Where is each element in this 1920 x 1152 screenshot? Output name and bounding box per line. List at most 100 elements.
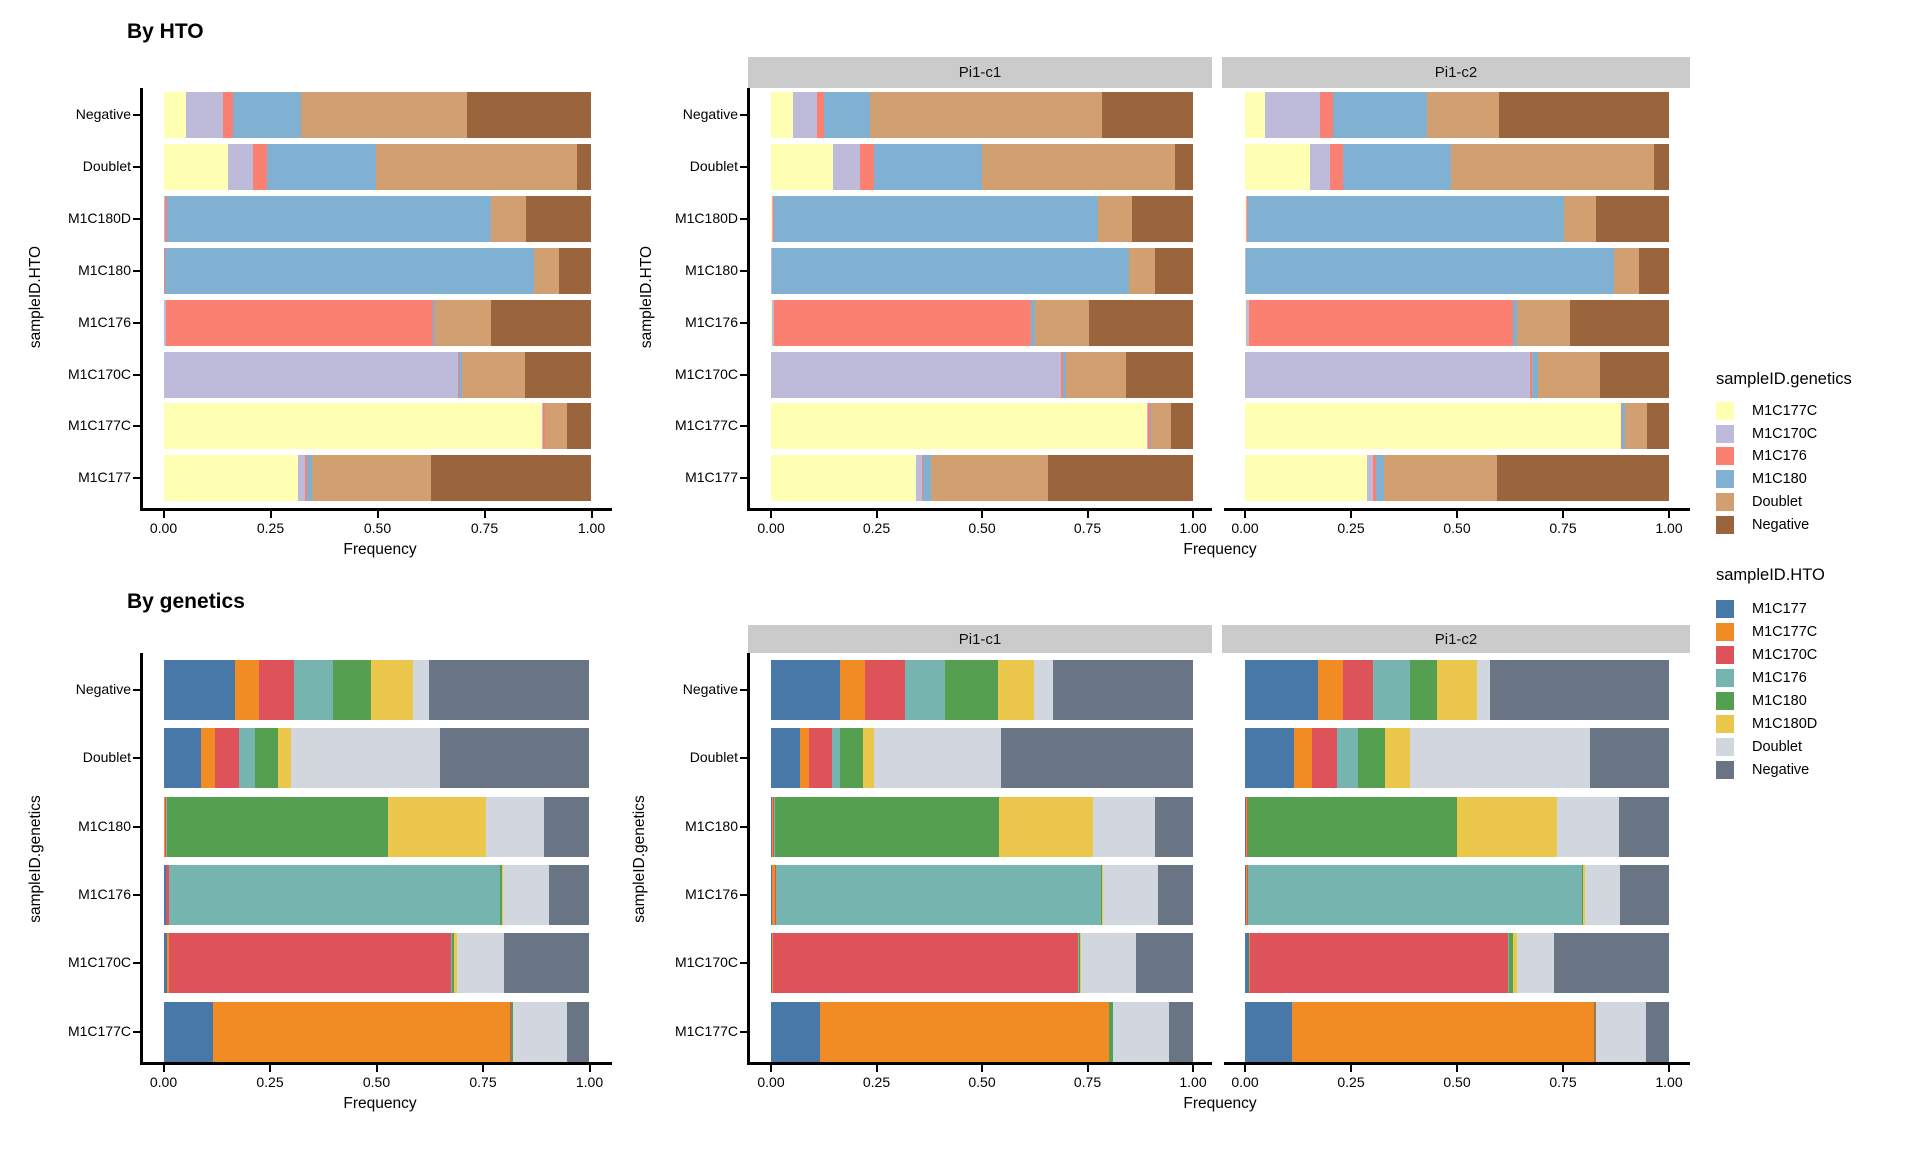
x-tick <box>875 1065 878 1072</box>
legend-swatch-m1c170c <box>1716 646 1734 664</box>
y-tick-label: Negative <box>75 106 131 122</box>
bar-segment-m1c176 <box>542 403 545 450</box>
bar-segment-m1c177c <box>799 728 810 789</box>
y-tick <box>740 217 747 220</box>
x-tick-label: 1.00 <box>1655 1074 1683 1090</box>
bar-segment-m1c177c <box>1245 143 1310 190</box>
bar-segment-doublet <box>533 247 560 294</box>
bar-segment-m1c180 <box>840 728 863 789</box>
bar-row-m1c176 <box>1245 299 1669 346</box>
bar-segment-m1c177 <box>771 864 772 925</box>
bar-segment-m1c180 <box>1031 299 1036 346</box>
bar-row-m1c177c <box>163 1001 590 1062</box>
bar-segment-doublet <box>870 92 1103 138</box>
legend-title: sampleID.HTO <box>1716 566 1825 584</box>
bar-segment-m1c180 <box>923 455 931 502</box>
bar-segment-m1c170c <box>186 92 223 138</box>
bar-segment-doublet <box>503 864 550 925</box>
bar-segment-m1c176 <box>1329 143 1343 190</box>
x-tick-label: 0.75 <box>1549 520 1577 536</box>
bar-segment-m1c170c <box>164 195 166 242</box>
x-tick <box>1350 1065 1352 1072</box>
bar-row-m1c180d <box>1245 195 1669 242</box>
x-tick <box>1668 1065 1670 1072</box>
y-tick-label: M1C170C <box>674 365 738 382</box>
x-tick-label: 0.50 <box>968 1074 996 1090</box>
bar-segment-doublet <box>1557 796 1619 857</box>
legend-title: sampleID.genetics <box>1716 370 1852 388</box>
bar-segment-m1c180 <box>433 299 436 346</box>
legend-label: M1C180 <box>1752 693 1807 709</box>
bar-segment-m1c180 <box>1109 1001 1113 1062</box>
bar-row-m1c177 <box>771 455 1193 502</box>
y-tick-label: Negative <box>75 681 131 697</box>
bar-segment-m1c176 <box>166 299 434 346</box>
y-tick-label: M1C176 <box>78 313 131 330</box>
x-tick-label: 1.00 <box>1179 520 1207 536</box>
bar-segment-m1c177 <box>163 1001 213 1062</box>
bar-segment-doublet <box>456 933 505 994</box>
legend-swatch-doublet <box>1716 738 1734 756</box>
bar-row-negative <box>1245 92 1669 138</box>
x-tick <box>269 511 272 518</box>
bar-segment-m1c180 <box>774 195 1099 242</box>
x-tick-label: 0.50 <box>363 520 392 536</box>
legend-label: Negative <box>1752 762 1810 778</box>
bar-segment-m1c177c <box>772 933 774 994</box>
bar-segment-m1c170c <box>1246 796 1248 857</box>
x-tick <box>1244 511 1246 518</box>
bar-segment-negative <box>1639 247 1669 294</box>
x-tick <box>162 511 165 518</box>
bar-segment-m1c177c <box>212 1001 511 1062</box>
bar-row-m1c170c <box>163 933 590 994</box>
bar-segment-m1c177 <box>163 864 166 925</box>
x-tick-label: 0.75 <box>1073 1074 1102 1090</box>
bar-segment-m1c177c <box>1245 299 1246 346</box>
x-axis-line <box>747 1062 1212 1065</box>
bar-row-m1c180 <box>1245 796 1669 857</box>
bar-row-doublet <box>771 728 1193 789</box>
bar-row-doublet <box>163 143 592 190</box>
bar-row-m1c180 <box>163 796 590 857</box>
bar-segment-negative <box>1489 660 1669 720</box>
bar-segment-m1c180d <box>1512 933 1517 994</box>
bar-segment-m1c180 <box>945 660 998 720</box>
y-axis-line <box>747 88 750 511</box>
bar-segment-m1c177c <box>1245 195 1246 242</box>
x-tick <box>482 1065 484 1072</box>
bar-segment-m1c170c <box>1250 933 1508 994</box>
bar-segment-m1c170c <box>215 728 240 789</box>
bar-segment-m1c176 <box>1247 796 1249 857</box>
bar-segment-m1c177c <box>1245 796 1247 857</box>
bar-segment-m1c177 <box>771 796 772 857</box>
bar-segment-m1c177c <box>771 143 834 190</box>
bar-segment-m1c176 <box>922 455 924 502</box>
y-tick-label: M1C170C <box>674 954 738 971</box>
bar-segment-m1c180 <box>166 195 491 242</box>
bar-segment-doublet <box>485 796 545 857</box>
bar-row-m1c176 <box>163 864 590 925</box>
bar-segment-m1c170c <box>1245 299 1250 346</box>
bar-segment-m1c180 <box>166 796 388 857</box>
bar-row-m1c170c <box>771 351 1193 398</box>
legend-swatch-m1c177c <box>1716 623 1734 641</box>
bar-segment-m1c180 <box>459 351 462 398</box>
bar-row-m1c176 <box>771 299 1193 346</box>
bar-segment-m1c180 <box>1512 299 1517 346</box>
legend-label: M1C177C <box>1752 403 1818 419</box>
x-tick <box>770 511 772 518</box>
bar-segment-negative <box>1136 933 1193 994</box>
bar-segment-m1c177c <box>771 455 917 502</box>
bar-segment-m1c177c <box>163 195 165 242</box>
facet-strip-label: Pi1-c1 <box>958 630 1002 648</box>
x-tick <box>770 1065 772 1072</box>
bar-segment-m1c170c <box>865 660 906 720</box>
bar-segment-doublet <box>1625 403 1647 450</box>
facet-strip: Pi1-c1 <box>748 625 1212 653</box>
bar-segment-doublet <box>981 143 1175 190</box>
y-tick <box>740 321 747 324</box>
bar-segment-m1c176 <box>1077 933 1079 994</box>
bar-segment-m1c180d <box>370 660 413 720</box>
x-tick <box>1350 511 1352 518</box>
bar-row-negative <box>771 92 1193 138</box>
